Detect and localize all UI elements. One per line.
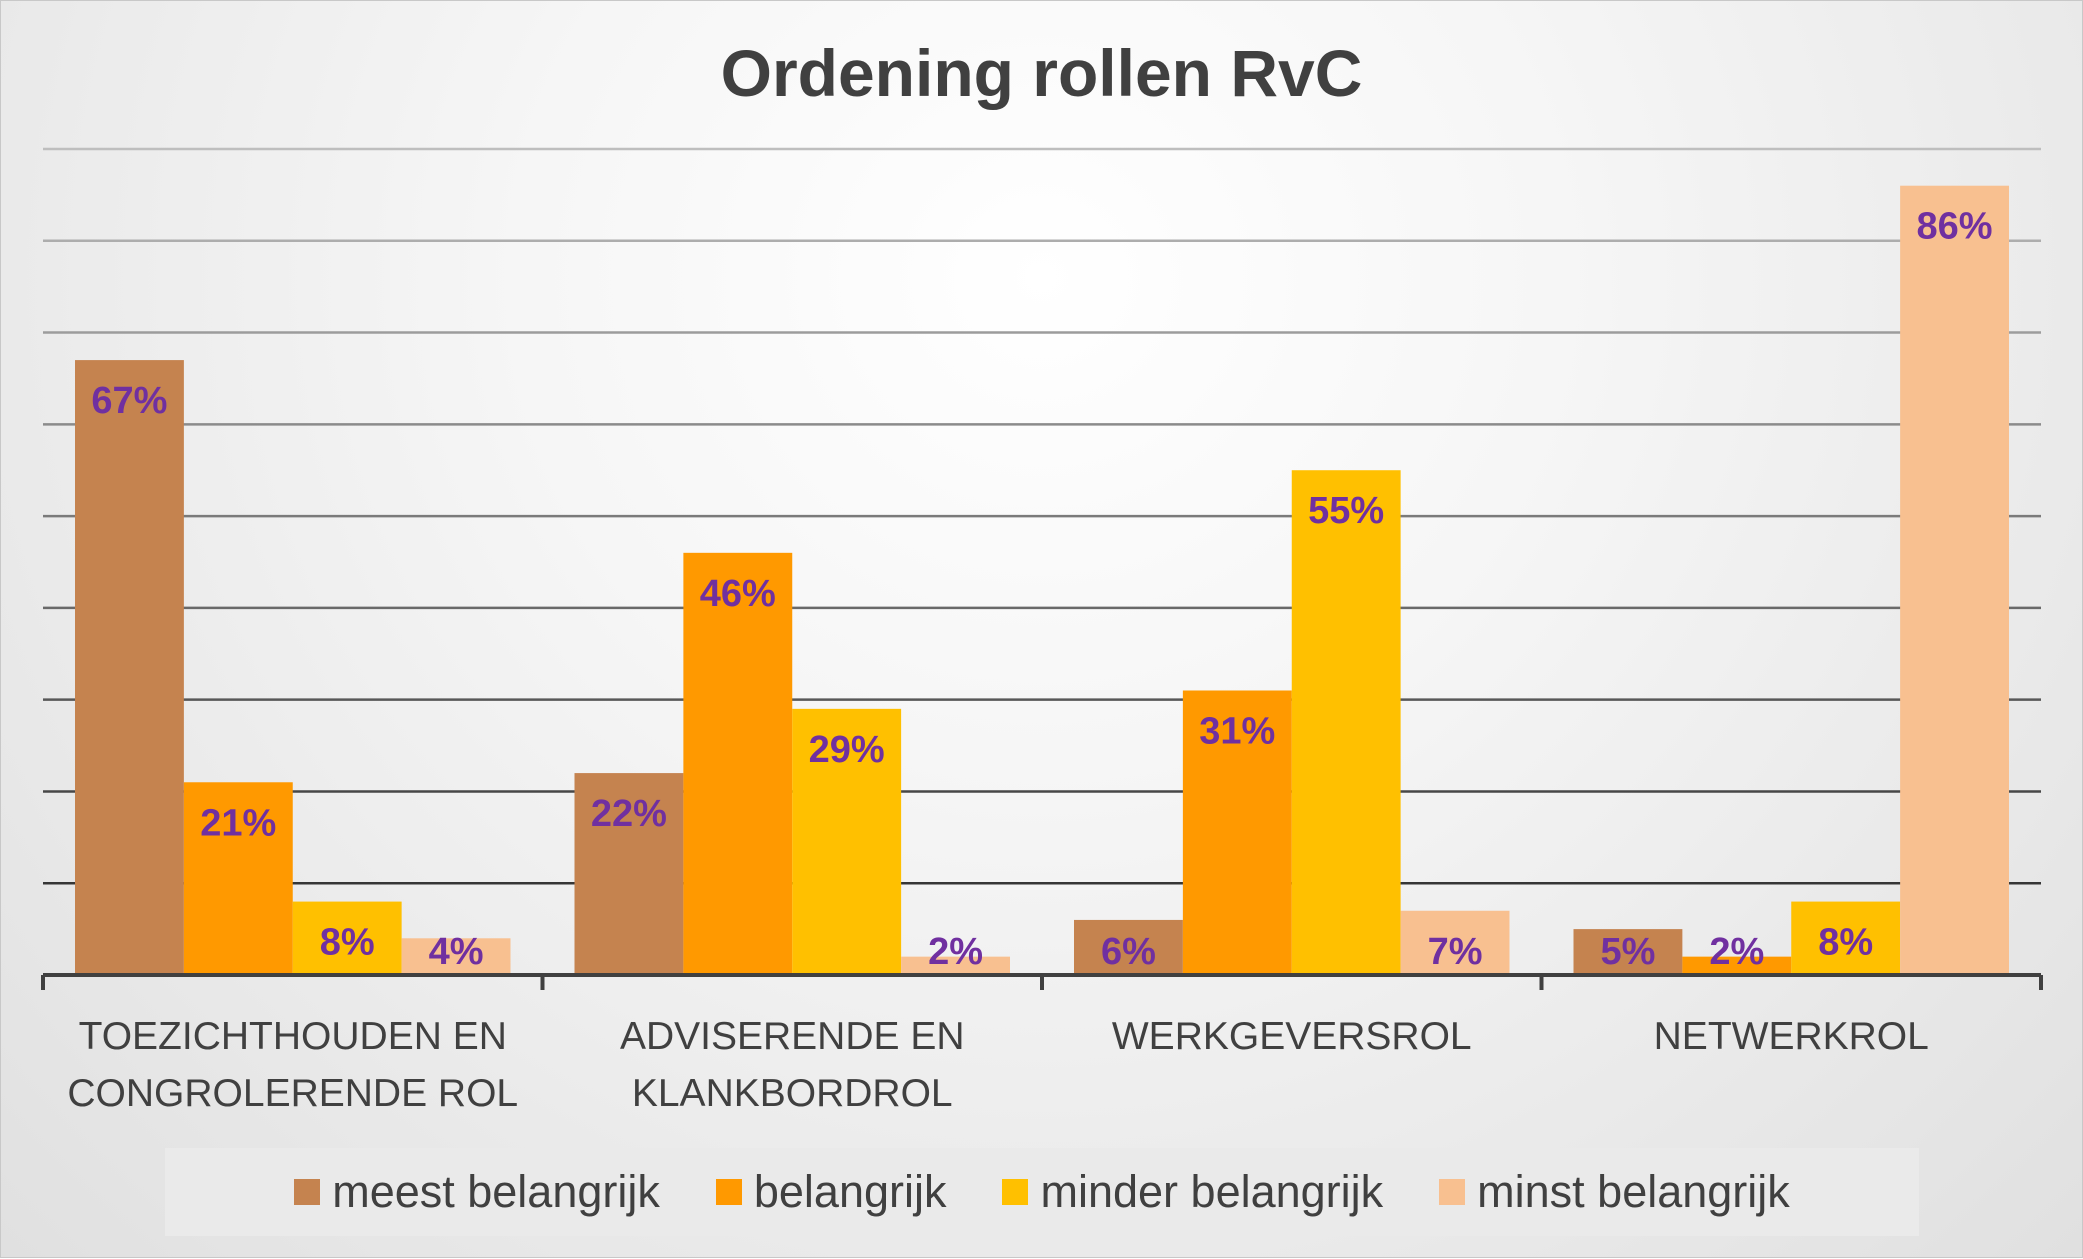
data-label: 8% bbox=[1818, 922, 1873, 964]
bar bbox=[574, 773, 684, 975]
data-label: 55% bbox=[1308, 490, 1384, 532]
data-label: 4% bbox=[429, 931, 484, 973]
legend: meest belangrijk belangrijk minder belangr… bbox=[165, 1148, 1919, 1236]
legend-swatch bbox=[294, 1179, 321, 1205]
data-label: 5% bbox=[1600, 931, 1655, 973]
data-label: 86% bbox=[1917, 206, 1993, 248]
chart-title: Ordening rollen RvC bbox=[720, 36, 1363, 110]
category-label: NETWERKROL bbox=[1654, 1015, 1929, 1058]
bar bbox=[1573, 929, 1683, 975]
bar bbox=[1791, 901, 1901, 975]
data-label: 31% bbox=[1199, 710, 1275, 752]
bar bbox=[792, 708, 902, 975]
data-label: 29% bbox=[809, 729, 885, 771]
bar bbox=[183, 782, 293, 975]
bar bbox=[1182, 690, 1292, 975]
data-label: 7% bbox=[1428, 931, 1483, 973]
bar bbox=[1900, 185, 2009, 975]
bar bbox=[401, 938, 511, 975]
legend-label: minst belangrijk bbox=[1477, 1166, 1790, 1217]
legend-label: meest belangrijk bbox=[332, 1166, 660, 1217]
data-label: 67% bbox=[91, 380, 167, 422]
data-label: 6% bbox=[1101, 931, 1156, 973]
legend-label: belangrijk bbox=[753, 1166, 947, 1217]
category-label: KLANKBORDROL bbox=[632, 1072, 953, 1115]
legend-swatch bbox=[715, 1179, 742, 1205]
data-label: 8% bbox=[320, 922, 375, 964]
bar bbox=[1400, 910, 1510, 975]
bar bbox=[683, 552, 793, 975]
bar bbox=[901, 956, 1010, 975]
legend-item: belangrijk bbox=[715, 1166, 947, 1218]
data-label: 2% bbox=[928, 931, 983, 973]
category-label: CONGROLERENDE ROL bbox=[67, 1072, 518, 1115]
bar bbox=[292, 901, 402, 975]
bar bbox=[1291, 470, 1401, 975]
data-label: 2% bbox=[1709, 931, 1764, 973]
category-label: ADVISERENDE EN bbox=[620, 1015, 965, 1058]
legend-item: minst belangrijk bbox=[1439, 1166, 1790, 1218]
bar bbox=[75, 360, 184, 976]
data-label: 21% bbox=[200, 802, 276, 844]
legend-item: minder belangrijk bbox=[1002, 1166, 1383, 1218]
bar bbox=[1682, 956, 1792, 975]
legend-label: minder belangrijk bbox=[1040, 1166, 1384, 1217]
legend-swatch bbox=[1439, 1179, 1466, 1205]
category-label: WERKGEVERSROL bbox=[1112, 1015, 1472, 1058]
category-label: TOEZICHTHOUDEN EN bbox=[79, 1015, 507, 1058]
data-label: 22% bbox=[591, 793, 667, 835]
bar bbox=[1074, 919, 1183, 975]
legend-swatch bbox=[1002, 1179, 1029, 1205]
legend-item: meest belangrijk bbox=[294, 1166, 660, 1218]
data-label: 46% bbox=[700, 573, 776, 615]
